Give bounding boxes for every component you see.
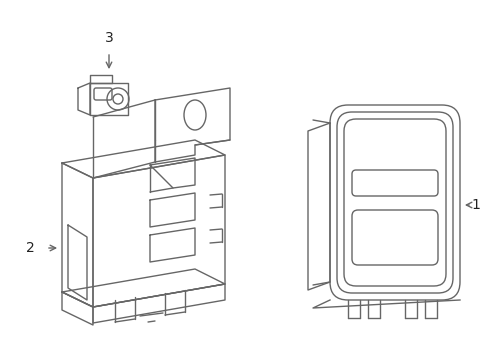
Text: 3: 3: [105, 31, 113, 45]
Text: 2: 2: [25, 241, 34, 255]
Text: 1: 1: [471, 198, 480, 212]
